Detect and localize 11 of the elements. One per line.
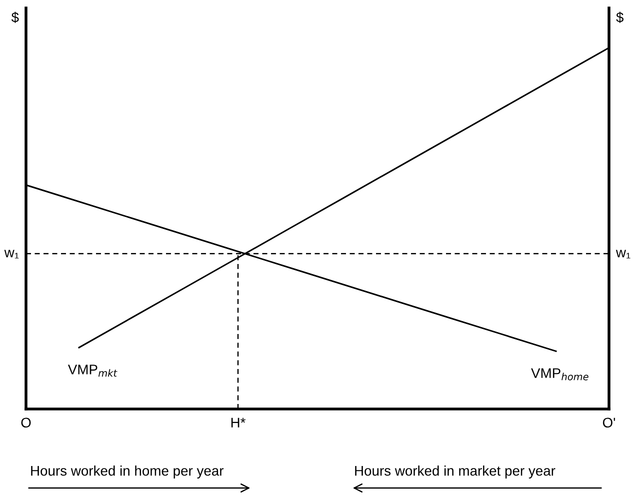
text: Hours worked in home per year — [31, 466, 224, 478]
ref-line-label: w₁ — [616, 250, 630, 258]
y2-axis-title: $ — [616, 12, 624, 24]
series-label: VMP$_{home}$ — [531, 368, 588, 380]
text: Hours worked in market per year — [355, 466, 556, 478]
x-tick-label: H* — [231, 418, 246, 428]
series-label: VMP$_{mkt}$ — [68, 364, 118, 377]
y-axis-title: $ — [11, 12, 19, 24]
x-tick-label: O — [21, 418, 31, 428]
text: w₁ — [4, 250, 19, 258]
x-tick-label: O' — [602, 418, 616, 428]
